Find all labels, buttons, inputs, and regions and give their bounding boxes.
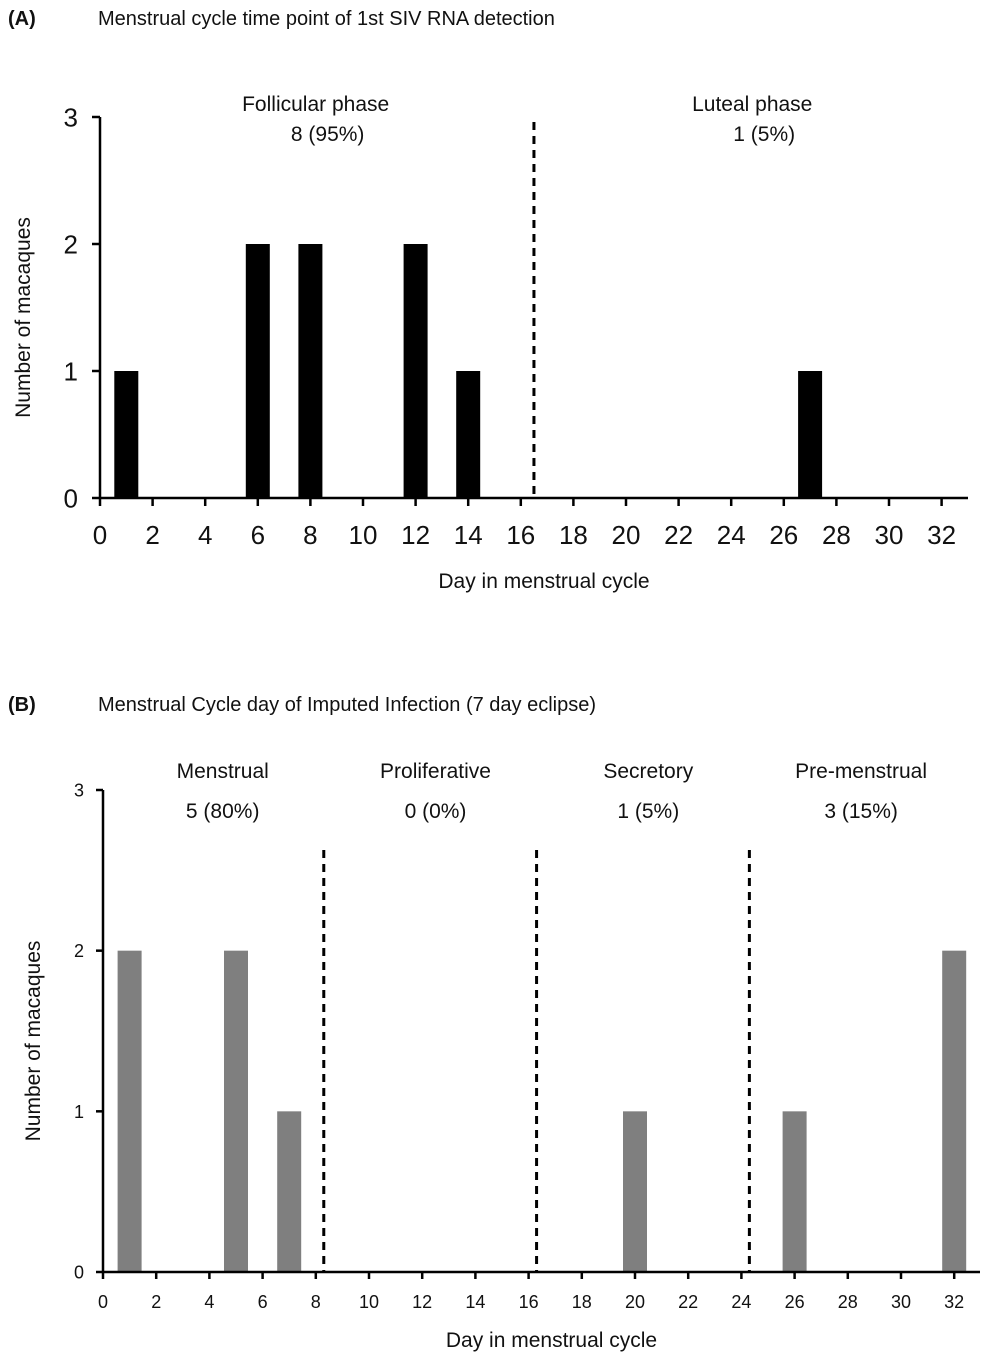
x-tick-label-a-20: 20 [612, 520, 641, 550]
x-tick-label-a-22: 22 [664, 520, 693, 550]
x-tick-label-b-22: 22 [678, 1292, 698, 1312]
x-tick-label-a-14: 14 [454, 520, 483, 550]
x-tick-label-b-2: 2 [151, 1292, 161, 1312]
x-tick-label-b-4: 4 [204, 1292, 214, 1312]
phase-label-b-4: Pre-menstrual [795, 760, 927, 783]
x-tick-label-a-24: 24 [717, 520, 746, 550]
phase-label-b-3: Secretory [603, 760, 693, 783]
bar-b-day-7 [277, 1111, 302, 1272]
phase-label-b-1: Menstrual [177, 760, 269, 783]
x-tick-label-b-30: 30 [891, 1292, 911, 1312]
x-tick-label-b-26: 26 [785, 1292, 805, 1312]
x-tick-label-b-20: 20 [625, 1292, 645, 1312]
x-tick-label-a-0: 0 [93, 520, 107, 550]
x-tick-label-a-18: 18 [559, 520, 588, 550]
x-tick-label-b-28: 28 [838, 1292, 858, 1312]
panel-a-label: (A) [8, 8, 36, 30]
x-tick-label-b-18: 18 [572, 1292, 592, 1312]
bar-a-day-8 [298, 244, 323, 498]
x-tick-label-a-12: 12 [401, 520, 430, 550]
panel-b-title: Menstrual Cycle day of Imputed Infection… [98, 694, 597, 716]
y-tick-label-a-1: 1 [64, 356, 78, 386]
x-tick-label-a-30: 30 [875, 520, 904, 550]
bar-a-day-6 [245, 244, 270, 498]
panel-a-title: Menstrual cycle time point of 1st SIV RN… [98, 8, 555, 30]
phase-value-b-1: 5 (80%) [186, 800, 260, 823]
y-tick-label-b-2: 2 [74, 941, 84, 961]
x-tick-label-b-6: 6 [258, 1292, 268, 1312]
y-tick-label-a-3: 3 [64, 102, 78, 132]
panel-b-label: (B) [8, 694, 36, 716]
x-tick-label-a-16: 16 [506, 520, 535, 550]
phase-value-b-2: 0 (0%) [405, 800, 467, 823]
x-tick-label-a-8: 8 [303, 520, 317, 550]
y-tick-label-b-0: 0 [74, 1262, 84, 1282]
x-tick-label-a-2: 2 [145, 520, 159, 550]
bar-b-day-32 [942, 950, 967, 1272]
x-axis-title-a: Day in menstrual cycle [438, 570, 649, 593]
x-tick-label-b-14: 14 [465, 1292, 485, 1312]
y-tick-label-a-2: 2 [64, 229, 78, 259]
panel-a: (A) Menstrual cycle time point of 1st SI… [0, 0, 982, 660]
x-tick-label-b-16: 16 [519, 1292, 539, 1312]
x-tick-label-b-8: 8 [311, 1292, 321, 1312]
bar-a-day-27 [798, 371, 823, 498]
bar-b-day-1 [117, 950, 142, 1272]
bar-b-day-5 [224, 950, 248, 1272]
bar-a-day-1 [114, 371, 139, 498]
y-tick-label-a-0: 0 [64, 483, 78, 513]
bar-a-day-12 [403, 244, 428, 498]
phase-label-a-1: Follicular phase [242, 93, 389, 116]
x-tick-label-b-0: 0 [98, 1292, 108, 1312]
y-axis-title-b: Number of macaques [22, 941, 45, 1142]
x-tick-label-b-32: 32 [944, 1292, 964, 1312]
x-tick-label-a-28: 28 [822, 520, 851, 550]
x-tick-label-b-24: 24 [731, 1292, 751, 1312]
y-tick-label-b-3: 3 [74, 780, 84, 800]
y-axis-title-a: Number of macaques [12, 217, 35, 418]
x-tick-label-b-12: 12 [412, 1292, 432, 1312]
bar-b-day-26 [782, 1111, 807, 1272]
bar-a-day-14 [456, 371, 481, 498]
phase-value-a-2: 1 (5%) [733, 123, 795, 146]
phase-value-b-3: 1 (5%) [617, 800, 679, 823]
panel-b: (B) Menstrual Cycle day of Imputed Infec… [0, 680, 982, 1357]
x-tick-label-a-4: 4 [198, 520, 212, 550]
phase-label-a-2: Luteal phase [692, 93, 812, 116]
bar-b-day-20 [623, 1111, 647, 1272]
phase-label-b-2: Proliferative [380, 760, 491, 783]
x-tick-label-a-26: 26 [769, 520, 798, 550]
x-tick-label-b-10: 10 [359, 1292, 379, 1312]
x-axis-title-b: Day in menstrual cycle [446, 1329, 657, 1352]
x-tick-label-a-32: 32 [927, 520, 956, 550]
x-tick-label-a-6: 6 [251, 520, 265, 550]
y-tick-label-b-1: 1 [74, 1102, 84, 1122]
phase-value-b-4: 3 (15%) [824, 800, 898, 823]
phase-value-a-1: 8 (95%) [291, 123, 365, 146]
x-tick-label-a-10: 10 [349, 520, 378, 550]
